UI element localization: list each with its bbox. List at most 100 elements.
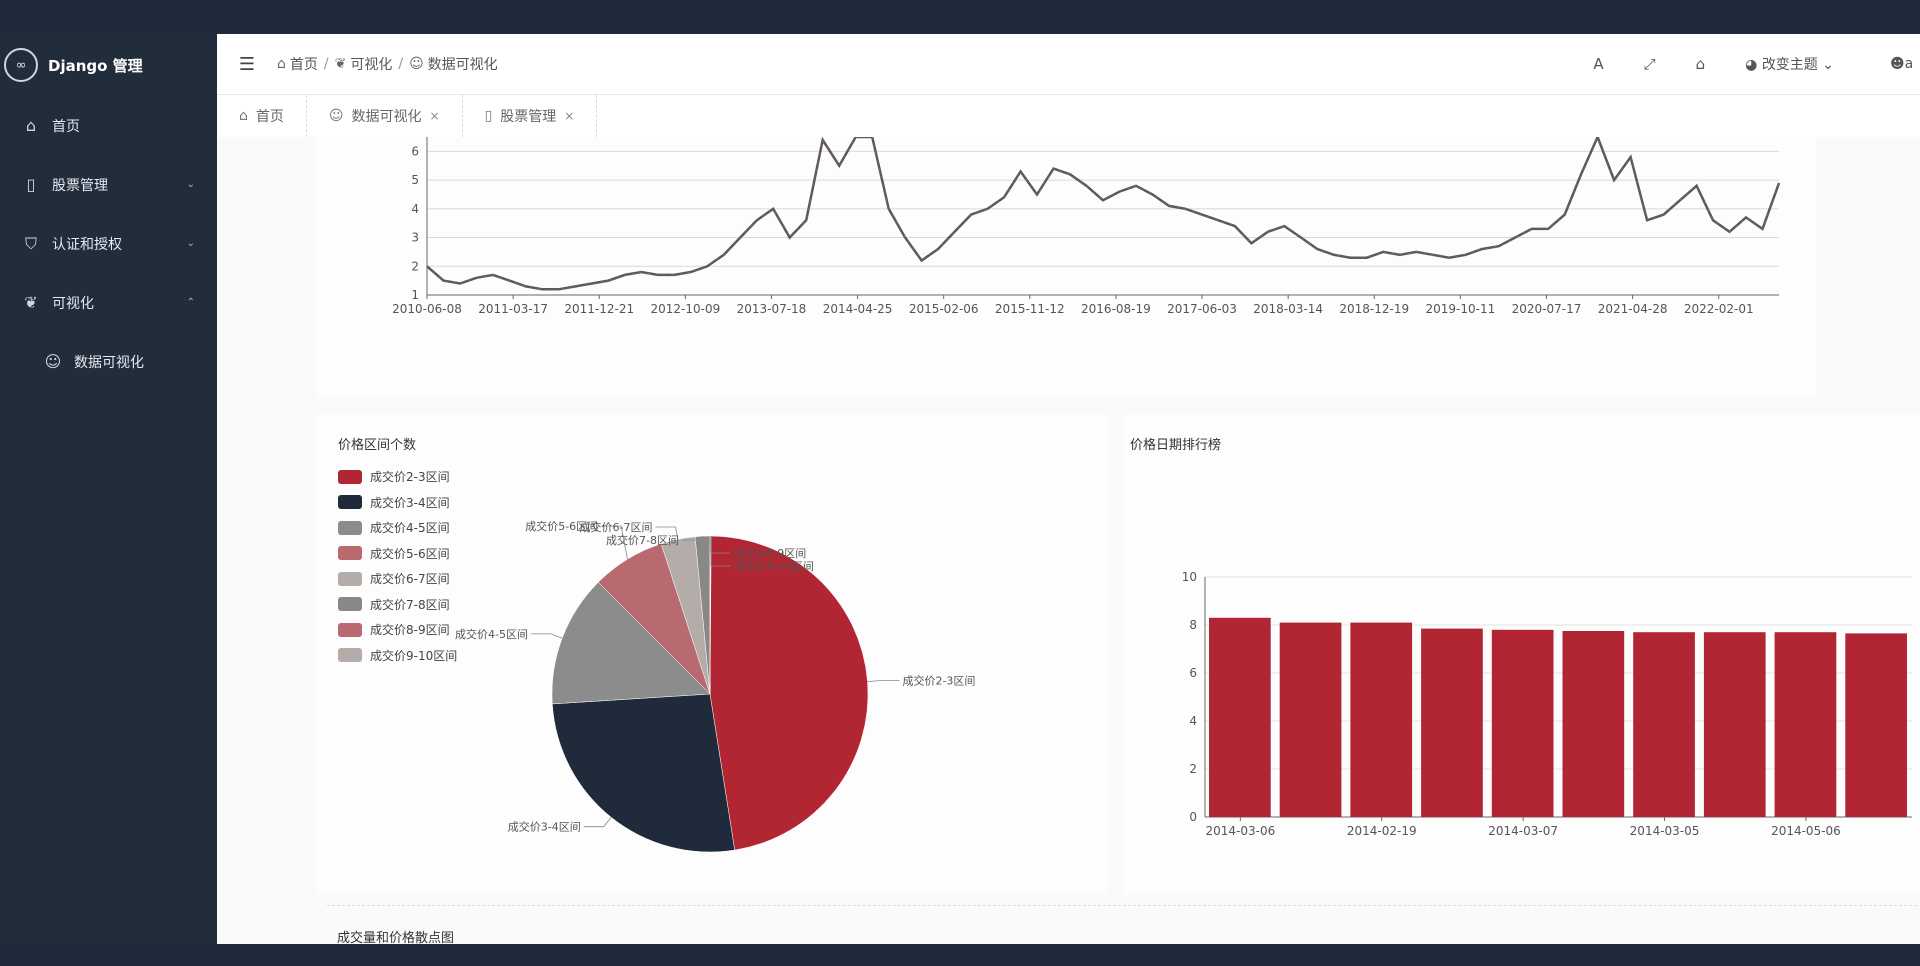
y-tick-label: 0 (1189, 810, 1197, 824)
sidebar-item-visualization[interactable]: ❦ 可视化 ⌃ (0, 273, 217, 332)
user-menu[interactable]: ☻a (1890, 56, 1920, 72)
smile-icon: ☺ (328, 108, 344, 124)
font-size-icon[interactable]: A (1593, 55, 1604, 73)
bar (1845, 633, 1907, 817)
legend-item[interactable]: 成交价9-10区间 (338, 647, 457, 664)
pie-slice (551, 581, 711, 705)
legend-swatch (338, 520, 362, 535)
chevron-down-icon: ⌄ (1822, 57, 1834, 73)
y-tick-label: 10 (1182, 570, 1197, 584)
home-icon: ⌂ (239, 108, 248, 124)
pie-label-line (867, 680, 900, 683)
home-icon: ⌂ (277, 56, 286, 72)
bar (1209, 617, 1271, 817)
bottom-strip (0, 944, 1920, 966)
x-tick-label: 2011-03-17 (478, 302, 548, 316)
palette-icon: ◕ (1745, 57, 1762, 73)
pie-label: 成交价4-5区间 (455, 627, 528, 641)
breadcrumb-item[interactable]: 首页 (289, 57, 318, 73)
x-tick-label: 2014-03-07 (1488, 824, 1558, 838)
tab-data-visualization[interactable]: ☺ 数据可视化 × (307, 95, 463, 137)
price-series-overlay (426, 137, 1780, 290)
y-tick-label: 6 (1189, 666, 1197, 680)
legend-item[interactable]: 成交价6-7区间 (338, 570, 450, 587)
legend-item[interactable]: 成交价2-3区间 (338, 468, 450, 485)
pie-label-line (583, 817, 612, 828)
breadcrumb-separator: / (323, 56, 329, 72)
bar-title: 价格日期排行榜 (1130, 438, 1222, 453)
x-tick-label: 2011-12-21 (564, 302, 634, 316)
leaf-icon: ❦ (334, 56, 347, 72)
sidebar-item-label: 数据可视化 (74, 354, 144, 371)
legend-swatch (338, 597, 362, 611)
x-tick-label: 2013-07-18 (737, 302, 807, 316)
y-tick-label: 4 (1189, 714, 1197, 728)
x-tick-label: 2014-04-25 (823, 302, 893, 316)
legend-swatch (338, 622, 362, 637)
sidebar-item-data-visualization[interactable]: ☺ 数据可视化 (0, 332, 217, 391)
tab-label: 首页 (255, 109, 284, 125)
brand[interactable]: ∞ Django 管理 (0, 34, 217, 96)
pie-label-line (530, 633, 563, 639)
breadcrumb-item[interactable]: 数据可视化 (427, 57, 498, 73)
chevron-down-icon: ⌄ (186, 238, 195, 249)
y-tick-label: 8 (1189, 618, 1197, 632)
close-icon[interactable]: × (564, 109, 575, 123)
bar (1774, 632, 1837, 817)
bar (1633, 632, 1695, 817)
sidebar-item-stock-management[interactable]: ▯ 股票管理 ⌄ (0, 155, 217, 214)
legend-item[interactable]: 成交价4-5区间 (338, 519, 450, 536)
tab-home[interactable]: ⌂ 首页 (217, 95, 307, 137)
tab-stock-management[interactable]: ▯ 股票管理 × (463, 95, 598, 137)
x-tick-label: 2017-06-03 (1167, 302, 1237, 316)
toolbar: A ⤢ ⌂ ◕ 改变主题 ⌄ ☻a (1593, 34, 1920, 94)
fullscreen-icon[interactable]: ⤢ (1643, 55, 1656, 73)
menu-toggle-icon[interactable]: ☰ (238, 53, 256, 75)
pie-label: 成交价3-4区间 (508, 820, 581, 834)
legend-item[interactable]: 成交价7-8区间 (338, 596, 450, 613)
leaf-icon: ❦ (24, 293, 38, 312)
y-tick-label: 2 (1189, 762, 1197, 776)
tab-label: 股票管理 (500, 109, 557, 125)
home-icon[interactable]: ⌂ (1695, 55, 1706, 73)
x-tick-label: 2010-06-08 (392, 302, 462, 316)
sidebar-item-auth[interactable]: ⛉ 认证和授权 ⌄ (0, 214, 217, 273)
sidebar-item-label: 股票管理 (52, 177, 108, 194)
bar (1421, 628, 1483, 817)
legend-label: 成交价3-4区间 (370, 495, 450, 510)
legend-swatch (338, 648, 362, 662)
x-tick-label: 2014-03-05 (1630, 824, 1700, 838)
legend-label: 成交价6-7区间 (370, 572, 450, 586)
change-theme-button[interactable]: ◕ 改变主题 ⌄ (1745, 54, 1834, 74)
content-area: 1 2 3 4 5 6 2010-06-08 2011-03-17 2011-12-21 2012… (217, 137, 1920, 944)
close-icon[interactable]: × (429, 109, 440, 123)
legend-label: 成交价7-8区间 (370, 597, 450, 612)
breadcrumb-item[interactable]: 可视化 (350, 57, 393, 73)
y-tick-label: 6 (411, 144, 419, 158)
x-tick-label: 2015-11-12 (995, 302, 1065, 316)
x-tick-label: 2021-04-28 (1598, 302, 1668, 316)
pie-title: 价格区间个数 (338, 438, 417, 453)
shield-icon: ⛉ (24, 233, 37, 253)
y-tick-label: 2 (411, 259, 419, 273)
legend-label: 成交价9-10区间 (370, 648, 458, 663)
pie-label-line (681, 536, 703, 541)
x-tick-label: 2014-05-06 (1771, 824, 1841, 838)
x-tick-label: 2012-10-09 (650, 302, 720, 316)
pie-label: 成交价2-3区间 (902, 674, 975, 688)
home-icon: ⌂ (25, 116, 37, 135)
x-tick-label: 2018-03-14 (1253, 302, 1323, 316)
x-tick-label: 2022-02-01 (1684, 302, 1754, 316)
x-tick-label: 2016-08-19 (1081, 302, 1151, 316)
legend-item[interactable]: 成交价5-6区间 (338, 545, 450, 562)
user-label: a (1904, 56, 1914, 72)
y-tick-label: 3 (411, 231, 419, 245)
sidebar-item-home[interactable]: ⌂ 首页 (0, 96, 217, 155)
change-theme-label: 改变主题 (1761, 57, 1818, 73)
legend-item[interactable]: 成交价3-4区间 (338, 494, 450, 511)
breadcrumb: ⌂ 首页 / ❦ 可视化 / ☺ 数据可视化 (277, 54, 498, 74)
legend-label: 成交价8-9区间 (370, 623, 450, 637)
legend-item[interactable]: 成交价8-9区间 (338, 621, 450, 638)
legend-swatch (338, 495, 362, 509)
